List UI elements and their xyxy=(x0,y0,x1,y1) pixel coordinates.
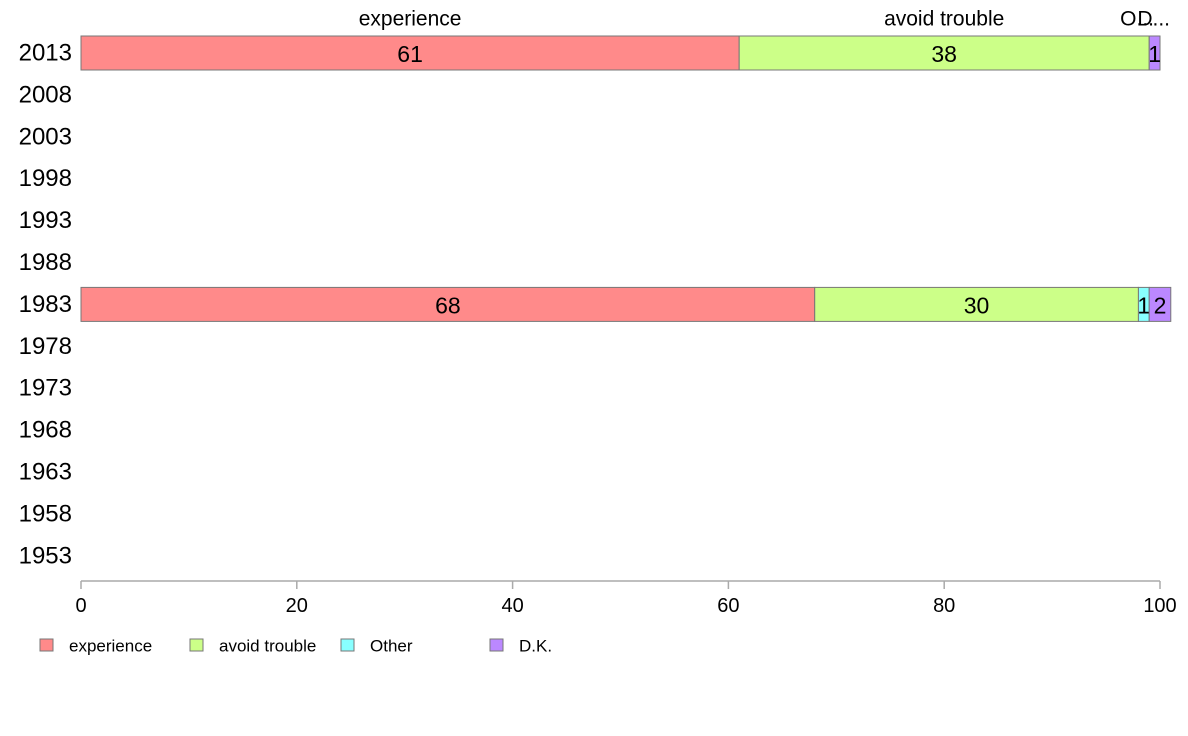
y-label-2003: 2003 xyxy=(19,123,72,150)
y-label-1958: 1958 xyxy=(19,500,72,527)
y-label-1968: 1968 xyxy=(19,417,72,444)
x-tick-label-60: 60 xyxy=(717,595,739,617)
y-label-2013: 2013 xyxy=(19,40,72,67)
top-label-1: avoid trouble xyxy=(884,8,1004,31)
legend-swatch-d-k xyxy=(489,638,504,652)
top-label-3: D... xyxy=(1137,8,1170,31)
y-label-1983: 1983 xyxy=(19,291,72,318)
y-label-1978: 1978 xyxy=(19,333,72,360)
y-label-1998: 1998 xyxy=(19,165,72,192)
bar-label-1983-d-k: 2 xyxy=(1154,292,1167,318)
x-tick-label-100: 100 xyxy=(1143,595,1176,617)
y-label-1963: 1963 xyxy=(19,459,72,486)
y-axis-labels: 2013 2008 2003 1998 1993 1988 1983 1978 1973 1968… xyxy=(19,40,72,570)
legend-swatch-avoid-trouble xyxy=(189,638,204,652)
y-label-2008: 2008 xyxy=(19,81,72,108)
bar-label-2013-experience: 61 xyxy=(397,41,423,67)
top-label-2: O... xyxy=(1120,8,1154,31)
bar-label-1983-other: 1 xyxy=(1137,292,1150,318)
bar-1983-avoid-trouble xyxy=(814,286,1139,322)
legend: experience avoid trouble Other D.K. xyxy=(39,637,552,656)
bar-label-2013-avoid-trouble: 38 xyxy=(931,41,957,67)
legend-label-avoid-trouble: avoid trouble xyxy=(219,637,316,656)
bar-1983-d-k xyxy=(1148,286,1172,322)
y-label-1953: 1953 xyxy=(19,542,72,569)
bar-label-1983-avoid-trouble: 30 xyxy=(964,292,990,318)
x-axis: 0 20 40 60 80 100 xyxy=(75,580,1177,617)
legend-swatch-other xyxy=(340,638,355,652)
bars: 61 38 168 30 1 2 xyxy=(80,35,1172,322)
bar-1983-experience xyxy=(80,286,816,322)
y-label-1973: 1973 xyxy=(19,375,72,402)
legend-swatch-experience xyxy=(39,638,54,652)
y-label-1988: 1988 xyxy=(19,249,72,276)
legend-label-experience: experience xyxy=(69,637,152,656)
x-tick-label-20: 20 xyxy=(286,595,308,617)
legend-label-other: Other xyxy=(370,637,413,656)
top-segment-labels: experience avoid trouble O...D... xyxy=(359,8,1170,31)
x-tick-label-80: 80 xyxy=(933,595,955,617)
y-label-1993: 1993 xyxy=(19,207,72,234)
bar-2013-avoid-trouble xyxy=(738,35,1150,71)
bar-label-2013-d-k: 1 xyxy=(1148,41,1161,67)
legend-label-d-k: D.K. xyxy=(519,637,552,656)
bar-2013-d-k xyxy=(1148,35,1161,71)
x-tick-label-40: 40 xyxy=(501,595,523,617)
top-label-0: experience xyxy=(359,8,462,31)
bar-label-1983-experience: 68 xyxy=(435,292,461,318)
x-tick-label-0: 0 xyxy=(75,595,86,617)
